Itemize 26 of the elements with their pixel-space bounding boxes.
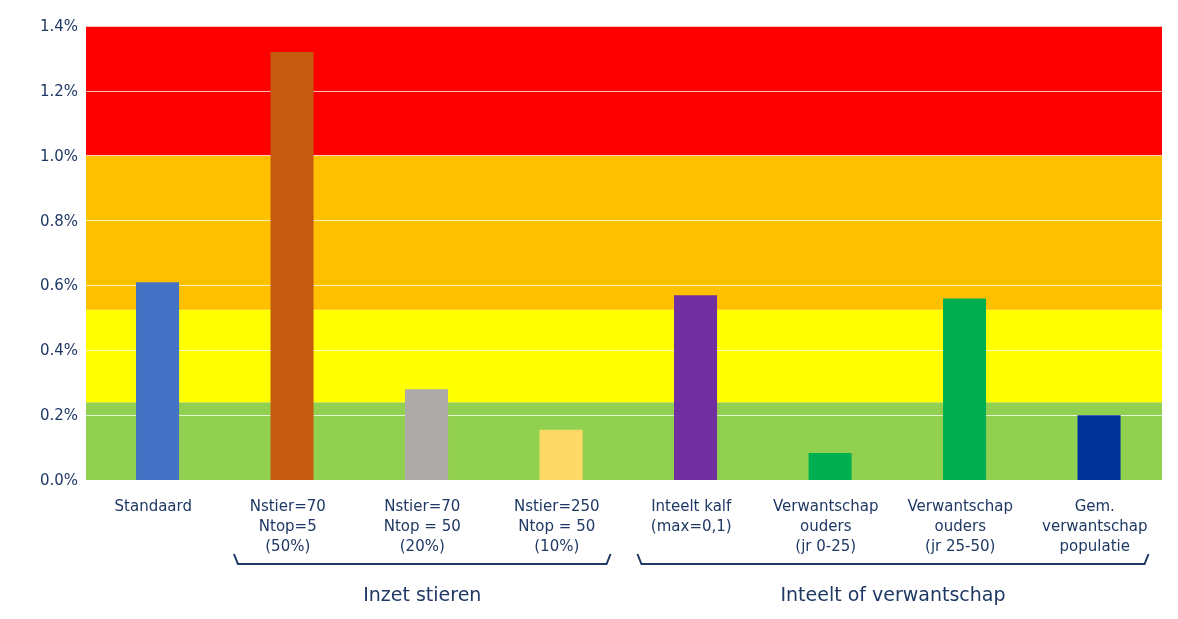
bar (270, 51, 314, 480)
bar (674, 295, 718, 480)
y-tick-label: 1.0% (39, 146, 78, 165)
bar (1077, 415, 1121, 480)
text: Inzet stieren (363, 583, 482, 605)
y-tick-label: 0.0% (39, 471, 78, 489)
text: Inteelt of verwantschap (780, 583, 1006, 605)
y-tick-label: 0.2% (39, 406, 78, 425)
bar (808, 453, 852, 480)
bar (539, 429, 583, 480)
x-tick-label: Nstier=250 Ntop = 50 (10%) (513, 497, 600, 555)
y-tick-label: 0.6% (39, 276, 78, 295)
x-tick-label: Gem. verwantschap populatie (1042, 497, 1148, 555)
y-tick-label: 0.4% (39, 341, 78, 360)
x-tick-label: Nstier=70 Ntop=5 (50%) (249, 497, 326, 555)
y-tick-label: 1.4% (39, 17, 78, 35)
x-tick-label: Inteelt kalf (max=0,1) (650, 497, 733, 535)
bar (943, 298, 987, 480)
x-tick-label: Nstier=70 Ntop = 50 (20%) (383, 497, 461, 555)
x-tick-label: Verwantschap ouders (jr 0-25) (772, 497, 879, 555)
y-tick-label: 0.8% (39, 211, 78, 230)
bar (405, 389, 449, 480)
x-tick-label: Verwantschap ouders (jr 25-50) (907, 497, 1014, 555)
x-tick-label: Standaard (114, 497, 192, 515)
y-tick-label: 1.2% (39, 81, 78, 100)
bar (136, 282, 180, 480)
